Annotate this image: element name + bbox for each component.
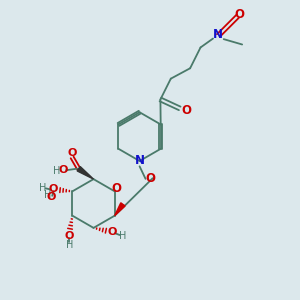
Text: O: O xyxy=(47,192,56,202)
Text: O: O xyxy=(108,227,117,237)
Text: N: N xyxy=(135,154,145,167)
Text: O: O xyxy=(234,8,244,21)
Text: H: H xyxy=(66,240,73,250)
Text: O: O xyxy=(58,165,68,175)
Text: H: H xyxy=(119,231,126,241)
Text: O: O xyxy=(65,231,74,241)
Text: H: H xyxy=(53,166,60,176)
Text: O: O xyxy=(146,172,156,185)
Text: O: O xyxy=(181,104,191,117)
Text: H: H xyxy=(44,190,52,200)
Polygon shape xyxy=(77,167,94,179)
Text: O: O xyxy=(111,182,121,195)
Text: N: N xyxy=(213,28,224,41)
Text: H: H xyxy=(39,183,46,193)
Polygon shape xyxy=(115,203,125,216)
Text: O: O xyxy=(68,148,77,158)
Text: O: O xyxy=(48,184,58,194)
